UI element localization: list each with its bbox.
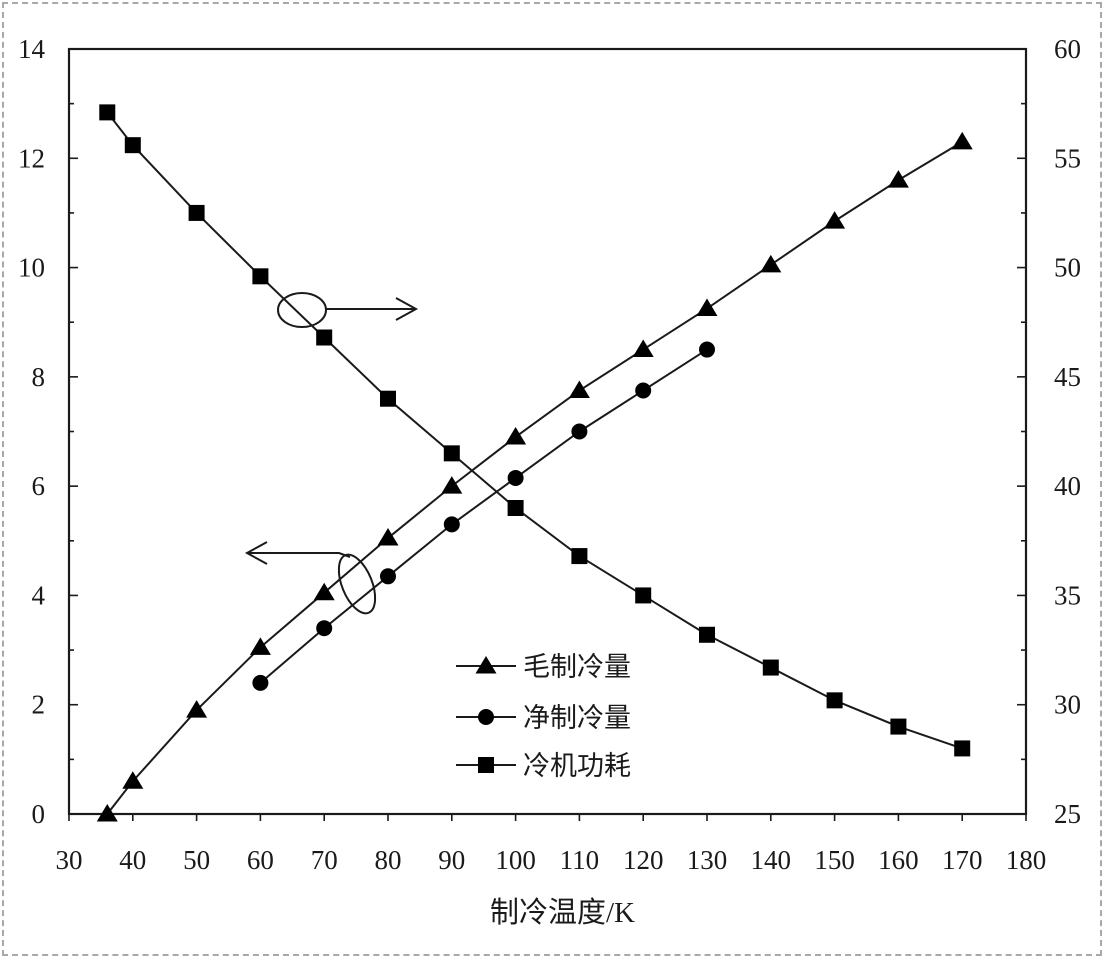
annotation-arrow-head — [244, 541, 268, 565]
data-point — [252, 268, 269, 285]
data-point — [380, 390, 396, 407]
data-point — [188, 204, 205, 221]
legend-label: 净制冷量 — [523, 703, 631, 733]
legend-marker — [478, 709, 494, 725]
data-point — [316, 620, 333, 637]
annotation-ellipse — [337, 553, 377, 615]
data-point — [443, 516, 460, 533]
y-tick-label: 8 — [32, 362, 46, 392]
x-tick-label: 160 — [878, 845, 919, 875]
data-point — [380, 568, 396, 585]
data-point — [122, 771, 144, 789]
data-point — [635, 587, 652, 604]
legend-label: 冷机功耗 — [523, 751, 631, 781]
x-tick-label: 120 — [623, 845, 664, 875]
y-tick-label: 14 — [18, 34, 46, 64]
x-tick-label: 180 — [1006, 845, 1047, 875]
annotation-ellipse — [277, 292, 327, 328]
annotations — [244, 292, 419, 615]
y2-tick-label: 50 — [1054, 253, 1081, 283]
y2-tick-label: 40 — [1054, 471, 1081, 501]
axes: 30 40 50 60 70 80 90 100 110 120 130 140 150 160 170 18… — [18, 34, 1081, 875]
x-tick-label: 30 — [56, 845, 83, 875]
x-tick-label: 110 — [560, 845, 600, 875]
x-tick-label: 150 — [814, 845, 855, 875]
y-tick-label: 4 — [32, 580, 46, 610]
legend-marker — [475, 656, 497, 674]
y-tick-label: 10 — [18, 253, 45, 283]
annotation-right-axis — [277, 292, 419, 328]
data-point — [824, 211, 846, 229]
data-point — [377, 528, 399, 546]
y2-tick-label: 60 — [1054, 34, 1081, 64]
data-point — [505, 426, 527, 445]
data-point — [571, 548, 588, 565]
y-tick-label: 6 — [32, 471, 46, 501]
data-point — [316, 329, 333, 346]
x-tick-label: 60 — [247, 845, 274, 875]
annotation-arrow-head — [395, 297, 419, 321]
data-point — [760, 254, 782, 273]
series-group — [96, 104, 973, 822]
legend-marker — [478, 757, 494, 773]
annotation-left-axis — [244, 541, 377, 615]
y-tick-label: 2 — [32, 690, 46, 720]
x-axis-title: 制冷温度/K — [490, 896, 635, 929]
data-point — [252, 674, 269, 691]
x-tick-label: 140 — [751, 845, 792, 875]
data-point — [507, 500, 524, 516]
data-point — [890, 718, 907, 735]
data-point — [632, 339, 654, 358]
data-point — [762, 659, 779, 676]
x-tick-label: 70 — [311, 845, 338, 875]
data-point — [571, 423, 588, 440]
data-point — [887, 170, 909, 188]
data-point — [826, 692, 843, 709]
data-point — [635, 382, 652, 399]
x-tick-label: 50 — [183, 845, 210, 875]
data-point — [313, 582, 335, 601]
series-square — [99, 104, 971, 757]
data-point — [96, 804, 118, 822]
data-point — [124, 137, 141, 154]
plot-area-border — [67, 47, 1028, 816]
legend-label: 毛制冷量 — [523, 652, 631, 682]
data-point — [568, 380, 590, 399]
y2-tick-label: 45 — [1054, 362, 1081, 392]
data-point — [441, 476, 463, 494]
data-point — [443, 445, 460, 462]
data-point — [249, 637, 271, 655]
series-circle — [252, 341, 715, 691]
data-point — [951, 131, 973, 150]
y-tick-label: 12 — [18, 143, 45, 173]
data-point — [696, 298, 718, 317]
x-tick-label: 90 — [438, 845, 465, 875]
annotation-arrow-shaft — [247, 552, 351, 558]
series-line — [259, 348, 708, 684]
y-tick-label: 0 — [32, 799, 46, 829]
x-tick-label: 130 — [687, 845, 728, 875]
data-point — [507, 469, 524, 486]
x-tick-label: 80 — [375, 845, 402, 875]
y2-tick-label: 35 — [1054, 580, 1081, 610]
legend-item: 净制冷量 — [456, 703, 631, 733]
x-tick-label: 170 — [942, 845, 983, 875]
legend-item: 冷机功耗 — [456, 751, 631, 781]
data-point — [954, 740, 971, 757]
x-tick-label: 40 — [119, 845, 146, 875]
y2-tick-label: 55 — [1054, 143, 1081, 173]
dual-axis-line-chart: 30 40 50 60 70 80 90 100 110 120 130 140 150 160 170 18… — [18, 34, 1081, 929]
x-tick-label: 100 — [495, 845, 536, 875]
data-point — [99, 104, 116, 121]
y2-tick-label: 30 — [1054, 690, 1081, 720]
y2-tick-label: 25 — [1054, 799, 1081, 829]
data-point — [699, 341, 715, 358]
data-point — [186, 700, 208, 718]
series-triangle — [96, 131, 973, 822]
legend-item: 毛制冷量 — [456, 652, 631, 682]
data-point — [699, 626, 715, 643]
